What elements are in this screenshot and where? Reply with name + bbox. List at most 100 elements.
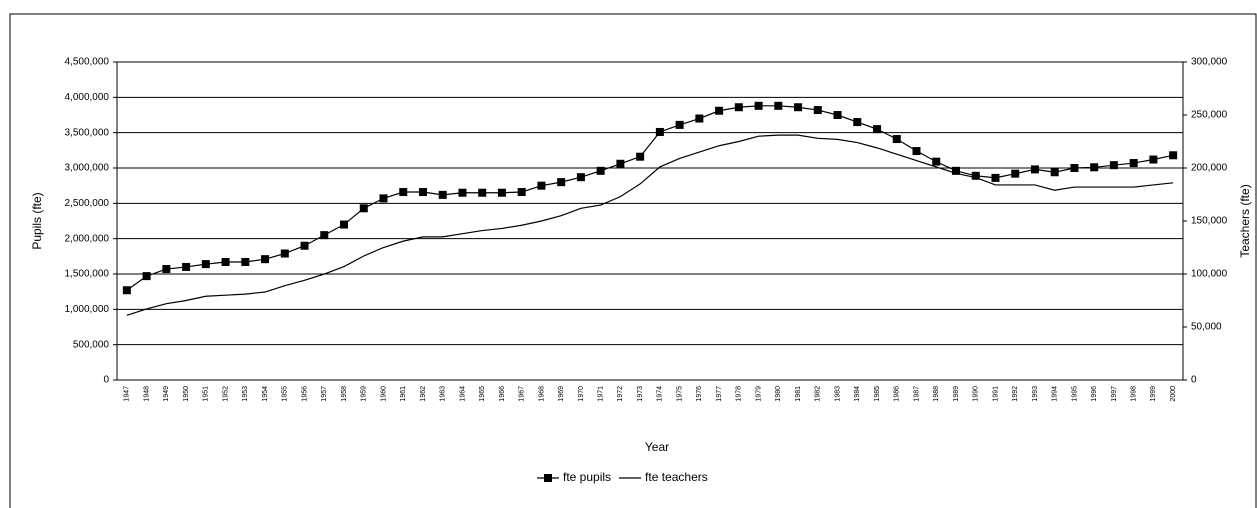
y-tick-label: 500,000 xyxy=(73,339,110,350)
point-marker xyxy=(340,220,349,229)
y-tick-label: 4,500,000 xyxy=(65,57,110,68)
point-marker xyxy=(833,111,842,119)
point-marker xyxy=(616,159,625,168)
point-marker xyxy=(813,106,822,115)
y2-tick-label: 100,000 xyxy=(1191,269,1228,280)
point-marker xyxy=(675,120,684,129)
y-tick-label: 0 xyxy=(103,375,109,386)
point-marker xyxy=(1169,151,1178,160)
x-tick-label: 1955 xyxy=(282,386,289,402)
x-tick-label: 1975 xyxy=(676,386,683,402)
point-marker xyxy=(971,171,980,180)
point-marker xyxy=(359,204,368,213)
x-tick-label: 1980 xyxy=(775,386,782,402)
x-tick-label: 1977 xyxy=(716,386,723,402)
x-axis-title: Year xyxy=(645,440,669,454)
x-tick-label: 1960 xyxy=(380,386,387,402)
x-tick-label: 1956 xyxy=(301,386,308,402)
x-tick-label: 1958 xyxy=(341,386,348,402)
x-tick-label: 1967 xyxy=(519,386,526,402)
x-tick-label: 1973 xyxy=(637,386,644,402)
point-marker xyxy=(280,249,289,258)
point-marker xyxy=(261,255,270,264)
x-tick-label: 1969 xyxy=(558,386,565,402)
point-marker xyxy=(951,166,960,175)
legend-label: fte teachers xyxy=(645,470,708,484)
x-tick-label: 1965 xyxy=(479,386,486,402)
y-tick-label: 1,500,000 xyxy=(65,269,110,280)
x-tick-label: 1986 xyxy=(894,386,901,402)
point-marker xyxy=(715,106,724,115)
x-tick-label: 1983 xyxy=(834,386,841,402)
point-marker xyxy=(794,103,803,112)
point-marker xyxy=(497,188,506,197)
x-tick-label: 1978 xyxy=(736,386,743,402)
point-marker xyxy=(932,157,941,166)
point-marker xyxy=(241,257,250,266)
x-tick-label: 1972 xyxy=(617,386,624,402)
x-tick-label: 1952 xyxy=(222,386,229,402)
y-tick-label: 2,500,000 xyxy=(65,198,110,209)
x-tick-label: 1961 xyxy=(400,386,407,402)
x-tick-label: 1995 xyxy=(1071,386,1078,402)
point-marker xyxy=(1030,165,1039,174)
x-tick-label: 1954 xyxy=(262,386,269,402)
x-tick-label: 1998 xyxy=(1130,386,1137,402)
x-tick-label: 2000 xyxy=(1170,386,1177,402)
x-tick-label: 1971 xyxy=(597,386,604,402)
point-marker xyxy=(379,194,388,203)
point-marker xyxy=(300,241,309,250)
x-tick-label: 1968 xyxy=(538,386,545,402)
x-tick-label: 1949 xyxy=(163,386,170,402)
chart-border xyxy=(9,13,1257,508)
y2-tick-label: 200,000 xyxy=(1191,163,1228,174)
point-marker xyxy=(438,190,447,199)
series-line xyxy=(126,105,1174,291)
x-tick-label: 1948 xyxy=(143,386,150,402)
point-marker xyxy=(1129,159,1138,168)
x-tick-label: 1987 xyxy=(913,386,920,402)
x-tick-label: 1992 xyxy=(1012,386,1019,402)
y-tick-label: 3,000,000 xyxy=(65,163,110,174)
x-tick-label: 1997 xyxy=(1111,386,1118,402)
legend-label: fte pupils xyxy=(563,470,611,484)
y2-axis-title: Teachers (fte) xyxy=(1238,184,1252,257)
point-marker xyxy=(418,188,427,197)
point-marker xyxy=(182,262,191,271)
point-marker xyxy=(478,188,487,197)
x-tick-label: 1991 xyxy=(992,386,999,402)
point-marker xyxy=(695,114,704,123)
point-marker xyxy=(912,147,921,156)
y-tick-label: 4,000,000 xyxy=(65,92,110,103)
point-marker xyxy=(734,103,743,112)
point-marker xyxy=(636,152,645,161)
point-marker xyxy=(576,173,585,182)
point-marker xyxy=(1070,164,1079,172)
point-marker xyxy=(991,173,1000,182)
point-marker xyxy=(320,231,329,240)
x-tick-label: 1982 xyxy=(815,386,822,402)
point-marker xyxy=(458,188,467,197)
point-marker xyxy=(655,127,664,136)
x-tick-label: 1947 xyxy=(124,386,131,402)
x-tick-label: 1989 xyxy=(953,386,960,402)
x-tick-label: 1985 xyxy=(874,386,881,402)
x-tick-label: 1957 xyxy=(321,386,328,402)
y2-tick-label: 150,000 xyxy=(1191,216,1228,227)
point-marker xyxy=(399,188,408,197)
x-tick-label: 1966 xyxy=(499,386,506,402)
x-tick-label: 1976 xyxy=(696,386,703,402)
x-tick-label: 1993 xyxy=(1032,386,1039,402)
x-tick-label: 1994 xyxy=(1052,386,1059,402)
point-marker xyxy=(122,286,131,295)
x-tick-label: 1953 xyxy=(242,386,249,402)
point-marker xyxy=(1050,168,1059,177)
point-marker xyxy=(892,135,901,144)
point-marker xyxy=(596,166,605,175)
y2-tick-label: 250,000 xyxy=(1191,110,1228,121)
x-tick-label: 1981 xyxy=(795,386,802,402)
point-marker xyxy=(873,125,882,134)
y2-tick-label: 0 xyxy=(1191,375,1197,386)
